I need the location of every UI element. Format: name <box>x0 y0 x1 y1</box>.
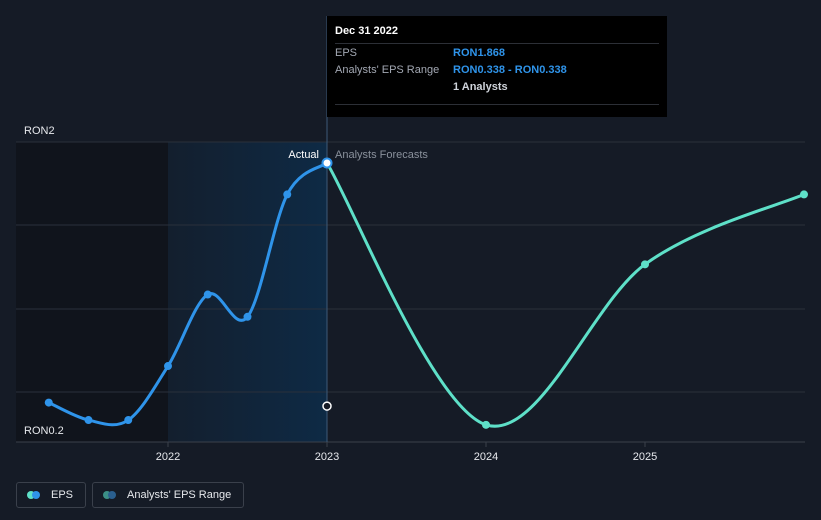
legend: EPS Analysts' EPS Range <box>16 482 245 508</box>
legend-item-eps-range[interactable]: Analysts' EPS Range <box>92 482 245 508</box>
eps-actual-point <box>203 290 212 299</box>
tooltip-analysts-count: 1 Analysts <box>453 80 508 93</box>
eps-forecast-point <box>641 260 649 269</box>
legend-eps-range-label: Analysts' EPS Range <box>127 489 232 501</box>
actual-label: Actual <box>288 149 319 161</box>
tooltip-analysts-row: 1 Analysts <box>335 78 659 95</box>
eps-actual-line <box>47 161 329 427</box>
tooltip-divider <box>335 104 659 105</box>
past-region-shade <box>16 142 168 442</box>
y-axis-label-bottom: RON0.2 <box>24 425 64 437</box>
eps-actual-point <box>164 362 172 371</box>
y-axis-label-top: RON2 <box>24 125 55 137</box>
eps-actual-point <box>243 312 252 321</box>
eps-actual-point <box>44 398 53 407</box>
x-axis-ticks: 2022 2023 2024 2025 <box>156 442 657 463</box>
legend-eps-label: EPS <box>51 489 74 501</box>
legend-item-eps[interactable]: EPS <box>16 482 87 508</box>
eps-forecast-point <box>800 190 808 199</box>
eps-range-point <box>322 401 332 411</box>
forecast-label: Analysts Forecasts <box>335 149 428 161</box>
tooltip-eps-label: EPS <box>335 46 358 59</box>
eps-actual-point <box>321 157 333 169</box>
grid-lines <box>16 141 805 443</box>
tooltip-eps-value: RON1.868 <box>453 46 505 59</box>
tooltip-panel: Dec 31 2022 EPS RON1.868 Analysts' EPS R… <box>327 16 667 117</box>
eps-range-legend-icon <box>103 491 119 499</box>
eps-forecast-point <box>482 420 490 429</box>
x-tick-label: 2024 <box>474 451 498 463</box>
eps-legend-icon <box>27 491 43 499</box>
tooltip-range-label: Analysts' EPS Range <box>335 63 440 76</box>
eps-actual-point <box>84 416 93 425</box>
eps-actual-point <box>283 190 292 199</box>
eps-forecast-line <box>325 161 806 428</box>
data-points <box>44 157 808 429</box>
eps-actual-point <box>124 416 133 425</box>
highlight-year-region <box>168 142 327 442</box>
tooltip-range-value: RON0.338 - RON0.338 <box>453 63 567 76</box>
tooltip-eps-row: EPS RON1.868 <box>335 43 659 61</box>
x-tick-label: 2025 <box>633 451 657 463</box>
tooltip-date: Dec 31 2022 <box>335 25 398 37</box>
tooltip-range-row: Analysts' EPS Range RON0.338 - RON0.338 <box>335 61 659 78</box>
x-tick-label: 2023 <box>315 451 339 463</box>
x-tick-label: 2022 <box>156 451 180 463</box>
